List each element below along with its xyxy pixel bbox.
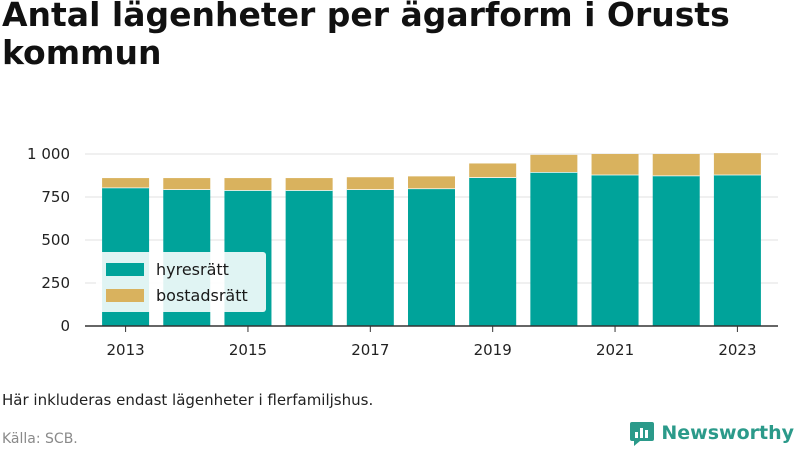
x-tick-label: 2015 bbox=[229, 341, 267, 359]
bar-bostadsratt-2014 bbox=[163, 178, 211, 190]
bar-hyresratt-2018 bbox=[408, 188, 455, 326]
bar-bostadsratt-2019 bbox=[469, 163, 517, 178]
legend-swatch-hyresratt bbox=[106, 263, 144, 276]
bar-hyresratt-2020 bbox=[530, 172, 578, 326]
y-tick-label: 0 bbox=[60, 317, 70, 335]
bar-bostadsratt-2023 bbox=[713, 153, 761, 175]
legend-item-hyresratt: hyresrätt bbox=[106, 260, 229, 279]
brand-logo[interactable]: Newsworthy bbox=[629, 420, 794, 446]
x-tick-label: 2021 bbox=[596, 341, 634, 359]
x-tick-label: 2013 bbox=[106, 341, 144, 359]
legend-item-bostadsratt: bostadsrätt bbox=[106, 286, 248, 305]
y-tick-label: 500 bbox=[41, 231, 70, 249]
bar-hyresratt-2022 bbox=[652, 175, 700, 326]
legend-swatch-bostadsratt bbox=[106, 289, 144, 302]
bar-bostadsratt-2021 bbox=[591, 154, 639, 175]
bar-bostadsratt-2018 bbox=[408, 176, 455, 189]
y-tick-label: 250 bbox=[41, 274, 70, 292]
bar-bostadsratt-2016 bbox=[285, 178, 333, 191]
y-tick-label: 750 bbox=[41, 188, 70, 206]
bar-bostadsratt-2013 bbox=[102, 178, 150, 188]
chart-source: Källa: SCB. bbox=[2, 431, 78, 447]
chart-title: Antal lägenheter per ägarform i Orusts k… bbox=[2, 0, 730, 72]
bar-hyresratt-2016 bbox=[285, 190, 333, 326]
y-tick-label: 1 000 bbox=[27, 145, 70, 163]
chart-note: Här inkluderas endast lägenheter i flerf… bbox=[2, 391, 374, 409]
bar-bostadsratt-2017 bbox=[346, 177, 394, 190]
chart-legend: hyresrätt bostadsrätt bbox=[96, 252, 266, 312]
newsworthy-logo-icon bbox=[630, 422, 655, 446]
bar-hyresratt-2023 bbox=[713, 174, 761, 326]
x-tick-label: 2023 bbox=[718, 341, 756, 359]
bar-bostadsratt-2020 bbox=[530, 154, 578, 173]
bar-bostadsratt-2015 bbox=[224, 178, 272, 191]
bar-hyresratt-2019 bbox=[469, 177, 517, 326]
x-tick-label: 2019 bbox=[474, 341, 512, 359]
bar-hyresratt-2017 bbox=[346, 189, 394, 326]
legend-label-bostadsratt: bostadsrätt bbox=[156, 286, 248, 305]
x-tick-label: 2017 bbox=[351, 341, 389, 359]
bar-bostadsratt-2022 bbox=[652, 154, 700, 176]
bar-hyresratt-2021 bbox=[591, 174, 639, 326]
brand-name: Newsworthy bbox=[661, 422, 794, 444]
legend-label-hyresratt: hyresrätt bbox=[156, 260, 229, 279]
